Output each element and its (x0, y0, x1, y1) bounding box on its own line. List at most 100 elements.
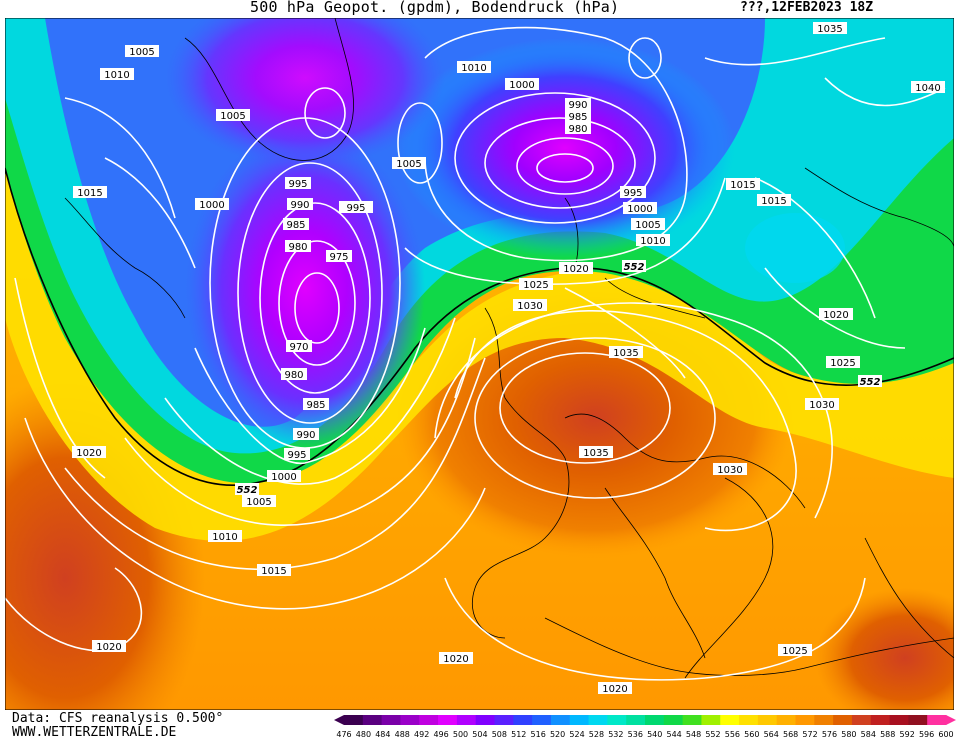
pressure-label: 995 (285, 177, 311, 190)
pressure-label: 1000 (267, 470, 301, 483)
pressure-label: 1005 (125, 45, 159, 58)
svg-text:995: 995 (346, 203, 365, 214)
pressure-label: 995 (620, 186, 646, 199)
svg-text:995: 995 (623, 188, 642, 199)
legend-swatch (626, 715, 646, 725)
legend-value: 504 (472, 730, 487, 739)
pressure-label: 1000 (505, 78, 539, 91)
svg-text:1035: 1035 (583, 448, 608, 459)
coastlines (64, 18, 954, 679)
svg-text:1020: 1020 (563, 264, 588, 275)
contour-552-label: 552 (235, 483, 259, 496)
legend-value: 520 (550, 730, 565, 739)
svg-text:1005: 1005 (129, 47, 154, 58)
svg-text:1030: 1030 (717, 465, 742, 476)
contour-552-label: 552 (622, 260, 646, 273)
svg-text:975: 975 (329, 252, 348, 263)
pressure-label: 1010 (208, 530, 242, 543)
pressure-label: 980 (565, 122, 591, 135)
pressure-label: 995 (284, 448, 310, 461)
legend-swatch (645, 715, 665, 725)
pressure-label: 1010 (636, 234, 670, 247)
pressure-label: 1035 (813, 22, 847, 35)
svg-text:990: 990 (296, 430, 315, 441)
legend-swatch (362, 715, 383, 725)
legend-arrow-right (946, 715, 956, 725)
svg-text:1020: 1020 (602, 684, 627, 695)
svg-text:1040: 1040 (915, 83, 940, 94)
legend-swatch (475, 715, 495, 725)
pressure-label: 990 (565, 98, 591, 111)
greenland-low-core (165, 18, 445, 168)
legend-value: 524 (569, 730, 584, 739)
legend-value: 560 (744, 730, 759, 739)
svg-text:980: 980 (288, 242, 307, 253)
legend-swatch (927, 715, 947, 725)
legend-value: 592 (900, 730, 915, 739)
pressure-label: 1015 (726, 178, 760, 191)
pressure-label: 1000 (195, 198, 229, 211)
legend-value: 500 (453, 730, 468, 739)
legend-value: 544 (666, 730, 681, 739)
legend-value: 568 (783, 730, 798, 739)
pressure-label: 1005 (392, 157, 426, 170)
legend-swatch (795, 715, 815, 725)
svg-text:1035: 1035 (613, 348, 638, 359)
legend-swatch (889, 715, 909, 725)
pressure-label: 1015 (257, 564, 291, 577)
legend-swatch (851, 715, 872, 725)
pressure-label: 1000 (623, 202, 657, 215)
legend-value: 476 (336, 730, 351, 739)
svg-text:552: 552 (237, 485, 258, 496)
legend-value: 540 (647, 730, 662, 739)
data-source: Data: CFS reanalysis 0.500° (12, 711, 224, 726)
legend-swatch (494, 715, 514, 725)
svg-text:552: 552 (624, 262, 645, 273)
svg-text:1005: 1005 (220, 111, 245, 122)
color-legend: 476 480 484 488 492 496 500 504 508 512 516 520 524 5… (334, 713, 956, 739)
legend-value: 556 (725, 730, 740, 739)
svg-text:985: 985 (306, 400, 325, 411)
legend-value: 584 (861, 730, 876, 739)
svg-text:1030: 1030 (809, 400, 834, 411)
map-date: ???,12FEB2023 18Z (740, 0, 874, 15)
pressure-label: 980 (281, 368, 307, 381)
svg-text:1035: 1035 (817, 24, 842, 35)
legend-value: 532 (608, 730, 623, 739)
pressure-labels: 1005 1010 1015 1020 1005 1000 995 990 98… (72, 22, 945, 695)
legend-swatch (663, 715, 684, 725)
svg-text:1025: 1025 (782, 646, 807, 657)
legend-swatch (550, 715, 571, 725)
svg-text:1010: 1010 (640, 236, 665, 247)
legend-swatch (607, 715, 627, 725)
pressure-label: 1020 (598, 682, 632, 695)
svg-text:985: 985 (568, 112, 587, 123)
legend-value: 528 (589, 730, 604, 739)
legend-swatch (870, 715, 891, 725)
website-link[interactable]: WWW.WETTERZENTRALE.DE (12, 725, 177, 740)
legend-swatch (814, 715, 834, 725)
legend-swatch (438, 715, 458, 725)
svg-text:1010: 1010 (104, 70, 129, 81)
pressure-label: 1010 (100, 68, 134, 81)
svg-text:1030: 1030 (517, 301, 542, 312)
pressure-label: 1020 (439, 652, 473, 665)
pressure-label: 1025 (778, 644, 812, 657)
footer-info: Data: CFS reanalysis 0.500° WWW.WETTERZE… (12, 712, 223, 740)
legend-value: 536 (628, 730, 643, 739)
pressure-label: 970 (286, 340, 312, 353)
legend-value: 596 (919, 730, 934, 739)
legend-value: 552 (705, 730, 720, 739)
legend-value: 488 (395, 730, 410, 739)
legend-swatch (456, 715, 477, 725)
svg-text:1010: 1010 (461, 63, 486, 74)
svg-text:552: 552 (860, 377, 881, 388)
map-title: 500 hPa Geopot. (gpdm), Bodendruck (hPa) (250, 0, 620, 16)
pressure-label: 1020 (92, 640, 126, 653)
svg-text:1025: 1025 (523, 280, 548, 291)
svg-text:1020: 1020 (76, 448, 101, 459)
pressure-label: 985 (565, 110, 591, 123)
legend-swatch (833, 715, 853, 725)
svg-text:995: 995 (287, 450, 306, 461)
svg-text:985: 985 (286, 220, 305, 231)
